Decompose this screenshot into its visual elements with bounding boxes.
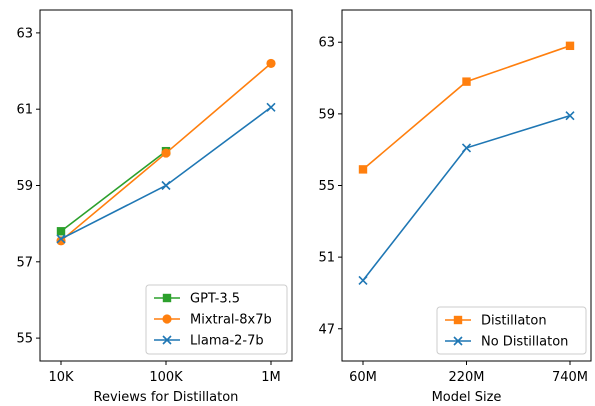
x-tick-label: 10K — [48, 370, 74, 385]
y-tick-label: 59 — [16, 179, 33, 194]
series-no-distillaton — [358, 111, 575, 285]
x-tick-label: 220M — [448, 370, 484, 385]
legend-label: Llama-2-7b — [190, 334, 264, 349]
legend-label: GPT-3.5 — [190, 292, 240, 307]
y-tick-label: 63 — [318, 36, 335, 51]
x-tick-label: 740M — [552, 370, 588, 385]
legend: Distillaton No Distillaton — [436, 306, 587, 355]
series-distillaton — [358, 41, 575, 174]
legend-label: Mixtral-8x7b — [190, 313, 272, 328]
legend-marker — [162, 293, 172, 303]
y-tick-label: 47 — [318, 322, 335, 337]
legend-label: Distillaton — [481, 314, 547, 329]
data-point — [565, 41, 575, 51]
data-point — [358, 165, 368, 174]
data-point — [461, 143, 472, 153]
x-axis-label: Reviews for Distillaton — [94, 390, 239, 405]
y-tick-label: 59 — [318, 107, 335, 122]
data-point — [266, 58, 276, 69]
y-tick-label: 63 — [16, 26, 33, 41]
x-tick-label: 100K — [149, 370, 183, 385]
data-point — [462, 77, 471, 86]
x-axis-label: Model Size — [432, 390, 502, 405]
y-tick-label: 55 — [16, 332, 33, 347]
series-line — [362, 114, 571, 281]
x-tick-label: 1M — [261, 370, 281, 385]
y-tick-label: 57 — [16, 255, 33, 270]
data-point — [161, 180, 171, 191]
data-point — [266, 102, 276, 112]
series-line — [60, 106, 272, 240]
legend-label: No Distillaton — [481, 335, 568, 350]
chart-panel-2: 47 51 55 59 63 60M 220M 740M Model Size Distillat… — [318, 9, 592, 405]
data-point — [56, 227, 66, 236]
series-line — [60, 150, 167, 232]
legend-box — [436, 306, 587, 355]
data-point — [358, 275, 368, 285]
data-point — [565, 111, 575, 121]
data-point — [56, 234, 66, 244]
series-mixtral-8x7b — [56, 58, 276, 246]
y-tick-label: 55 — [318, 179, 335, 194]
legend: GPT-3.5 Mixtral-8x7b Llama-2-7b — [145, 284, 288, 355]
legend-marker — [453, 336, 463, 346]
legend-marker — [162, 314, 172, 324]
data-point — [161, 148, 171, 158]
chart-panel-1: 55 57 59 61 63 10K 100K 1M Reviews for Distillat… — [16, 9, 293, 405]
legend-box — [145, 284, 288, 355]
series-llama-2-7b — [56, 102, 276, 244]
series-line — [362, 45, 571, 170]
legend-marker — [453, 315, 463, 325]
y-tick-label: 51 — [318, 251, 335, 266]
x-tick-label: 60M — [349, 370, 377, 385]
legend-marker — [162, 335, 172, 345]
y-tick-label: 61 — [16, 103, 33, 118]
